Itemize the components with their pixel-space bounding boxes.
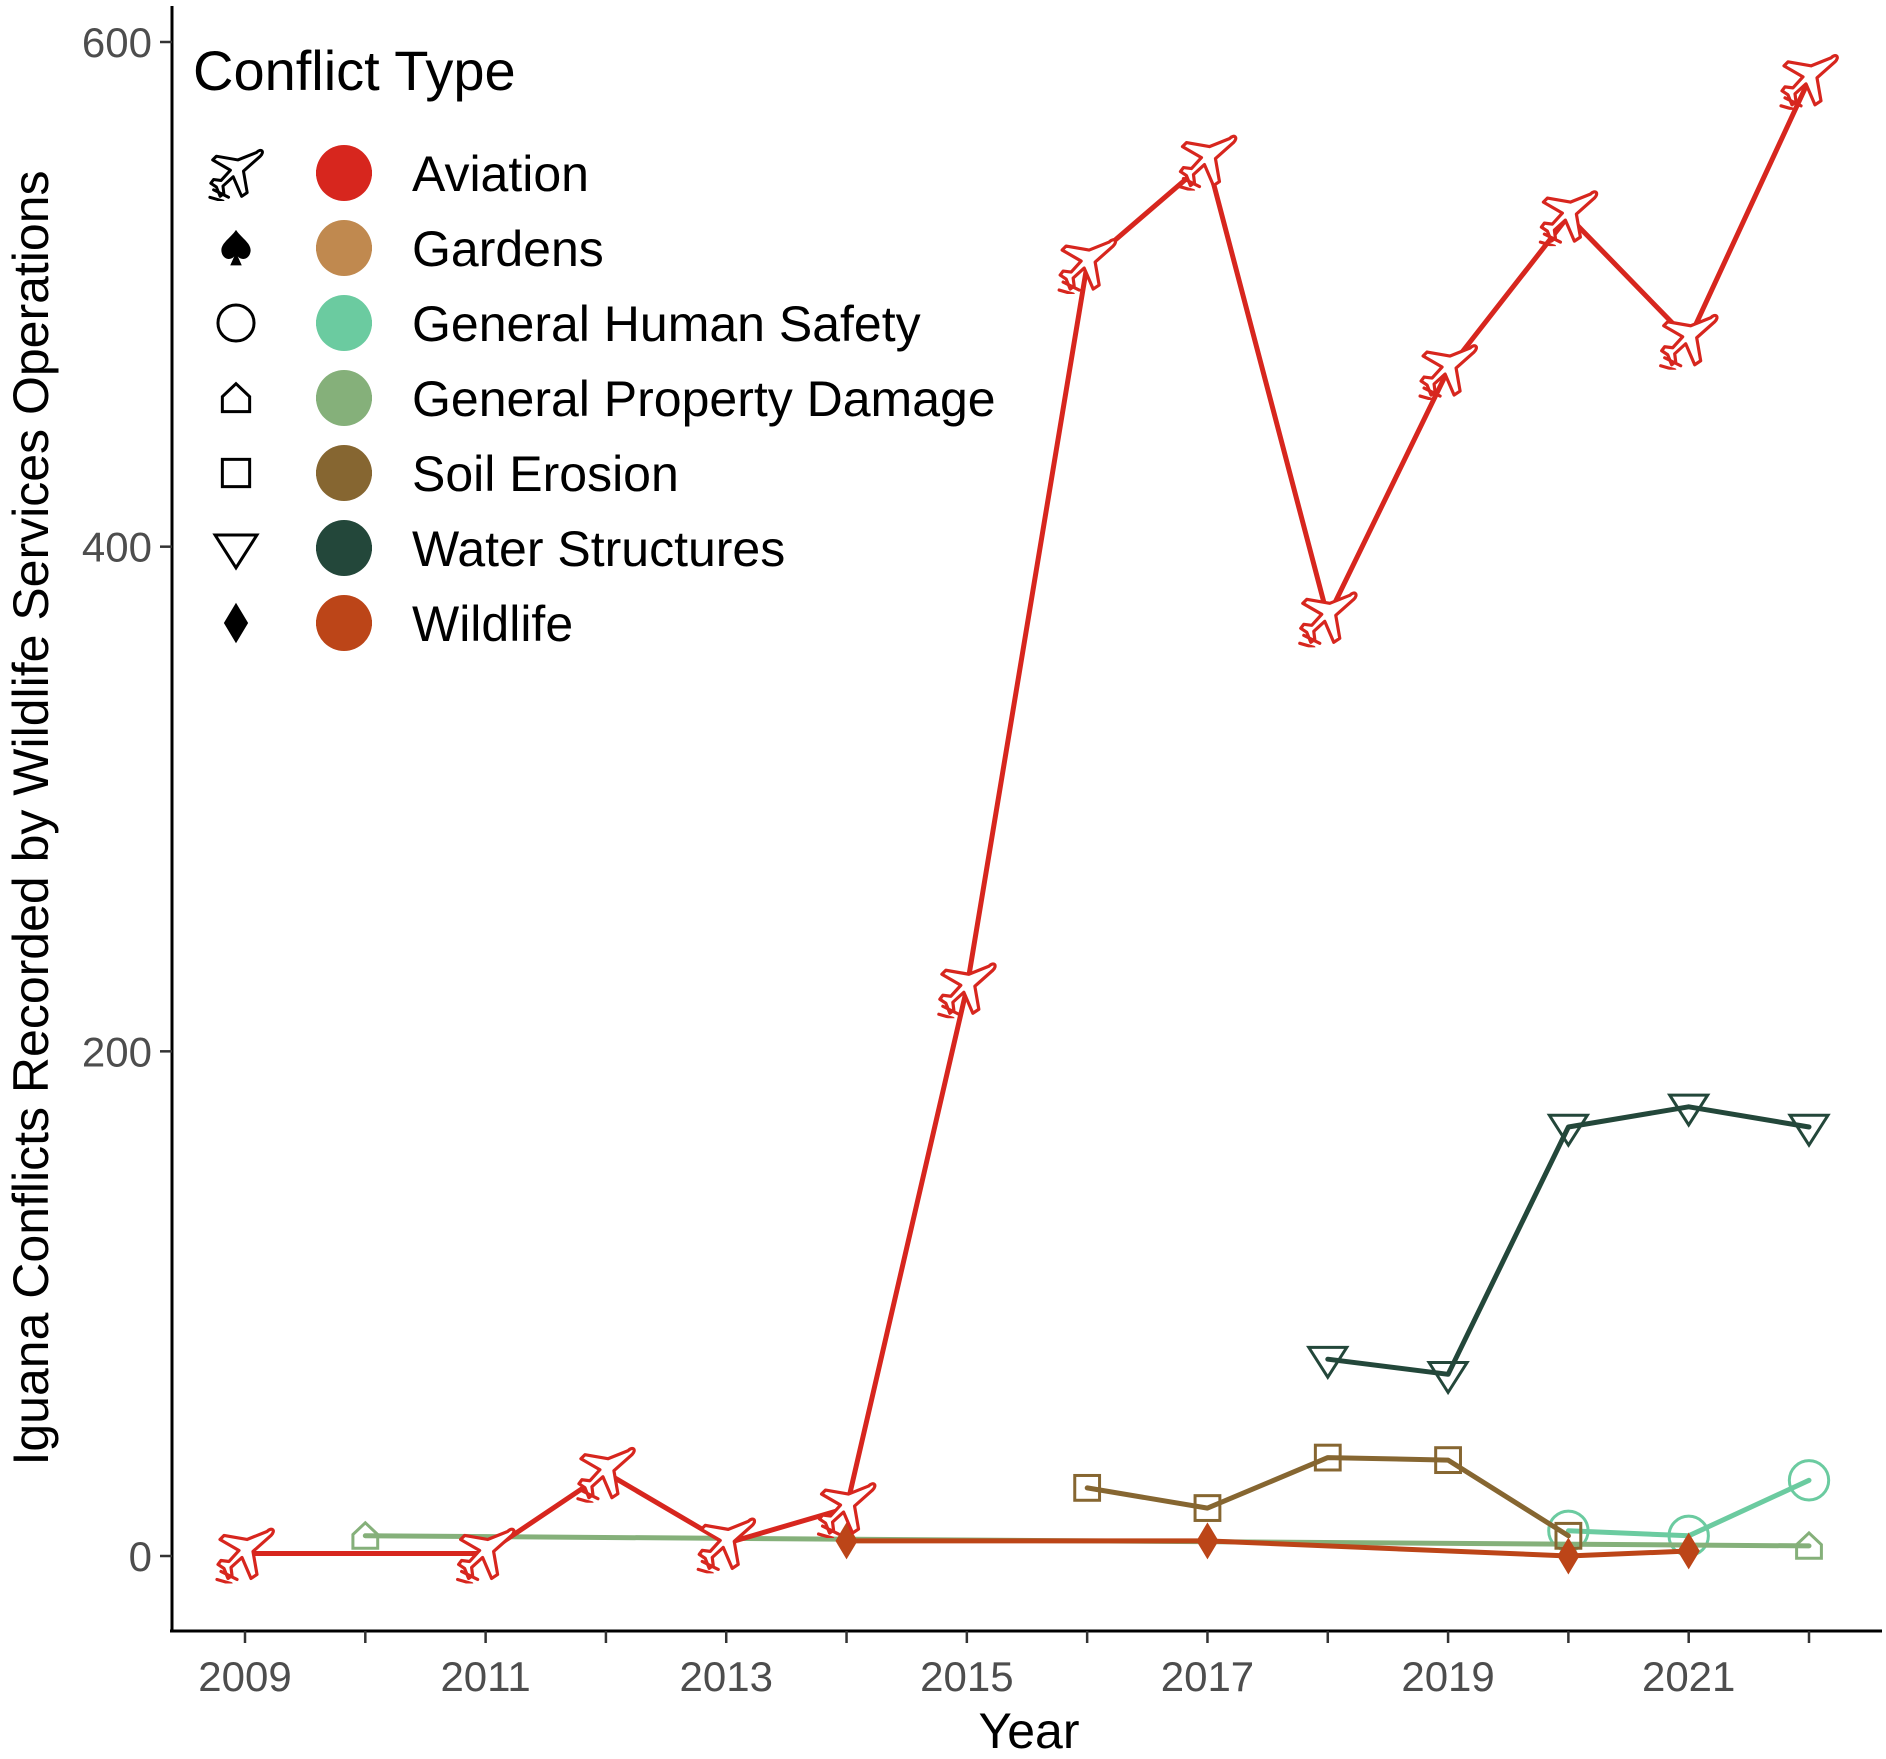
y-tick-label: 0 bbox=[129, 1533, 152, 1580]
legend-label: General Human Safety bbox=[412, 296, 921, 352]
legend-shape-spade-icon bbox=[221, 229, 251, 266]
data-point-water-structures bbox=[1306, 1345, 1350, 1381]
y-tick-label: 400 bbox=[82, 524, 152, 571]
series-aviation bbox=[215, 53, 1839, 1584]
legend-shape-pentagon-icon bbox=[220, 381, 252, 414]
data-point-general-property-damage bbox=[1795, 1530, 1823, 1560]
data-point-water-structures bbox=[1666, 1093, 1711, 1128]
data-point-wildlife bbox=[1557, 1537, 1580, 1575]
series-water-structures bbox=[1306, 1093, 1831, 1396]
series-line-wildlife bbox=[844, 1538, 1692, 1559]
legend-label: Gardens bbox=[412, 221, 604, 277]
legend-shape-diamond-icon bbox=[223, 602, 249, 644]
legend-title: Conflict Type bbox=[193, 39, 516, 102]
x-tick-label: 2011 bbox=[440, 1653, 530, 1700]
legend-swatch bbox=[316, 295, 372, 351]
legend-label: Aviation bbox=[412, 146, 589, 202]
y-ticks: 0 200 400 600 bbox=[82, 19, 172, 1580]
data-point-aviation bbox=[1418, 344, 1478, 401]
data-point-soil-erosion bbox=[1073, 1473, 1102, 1502]
legend-item: Gardens bbox=[221, 220, 604, 277]
data-point-aviation bbox=[576, 1446, 636, 1503]
data-point-aviation bbox=[1177, 134, 1238, 191]
data-point-wildlife bbox=[1677, 1532, 1700, 1570]
legend-swatch bbox=[316, 445, 372, 501]
y-tick-label: 200 bbox=[82, 1028, 152, 1075]
legend-shape-triangle-down-icon bbox=[212, 533, 260, 571]
series-soil-erosion bbox=[1073, 1443, 1583, 1550]
data-point-aviation bbox=[1779, 53, 1839, 110]
x-tick-label: 2019 bbox=[1401, 1653, 1494, 1700]
legend-item: General Property Damage bbox=[220, 370, 996, 427]
legend-shape-airplane-icon bbox=[208, 148, 264, 201]
x-tick-label: 2009 bbox=[198, 1653, 291, 1700]
data-point-aviation bbox=[1659, 313, 1719, 370]
legend-swatch bbox=[316, 145, 372, 201]
x-tick-label: 2013 bbox=[680, 1653, 773, 1700]
legend-item: Soil Erosion bbox=[220, 445, 679, 502]
legend-shape-circle-icon bbox=[216, 303, 256, 343]
data-point-general-human-safety bbox=[1787, 1459, 1831, 1502]
x-tick-label: 2015 bbox=[920, 1653, 1013, 1700]
data-point-aviation bbox=[1298, 591, 1358, 648]
x-tick-label: 2017 bbox=[1161, 1653, 1254, 1700]
data-point-soil-erosion bbox=[1193, 1494, 1222, 1522]
legend-label: Wildlife bbox=[412, 596, 573, 652]
legend-item: General Human Safety bbox=[216, 295, 921, 352]
axes: 2009 2011 2013 2015 2017 2019 2021 0 200 400 600 bbox=[82, 6, 1882, 1700]
data-point-soil-erosion bbox=[1313, 1443, 1342, 1472]
data-point-water-structures bbox=[1426, 1361, 1470, 1396]
legend-item: Water Structures bbox=[212, 520, 785, 577]
legend-item: Aviation bbox=[208, 145, 589, 202]
data-point-wildlife bbox=[1196, 1522, 1219, 1560]
legend-swatch bbox=[316, 520, 372, 576]
x-tick-label: 2021 bbox=[1642, 1653, 1735, 1700]
series-line-general-human-safety bbox=[1565, 1477, 1812, 1539]
legend-swatch bbox=[316, 595, 372, 651]
y-axis-title: Iguana Conflicts Recorded by Wildlife Se… bbox=[3, 170, 59, 1465]
data-point-aviation bbox=[1057, 238, 1118, 295]
legend-label: Water Structures bbox=[412, 521, 785, 577]
legend-shape-square-icon bbox=[220, 457, 252, 489]
data-point-aviation bbox=[215, 1527, 275, 1584]
legend: Conflict Type Aviation Gardens General Hum… bbox=[193, 39, 996, 652]
legend-swatch bbox=[316, 220, 372, 276]
data-point-soil-erosion bbox=[1434, 1446, 1462, 1475]
data-point-water-structures bbox=[1787, 1113, 1831, 1148]
x-ticks: 2009 2011 2013 2015 2017 2019 2021 bbox=[198, 1631, 1811, 1700]
data-point-water-structures bbox=[1546, 1113, 1591, 1148]
series-line-water-structures bbox=[1325, 1104, 1812, 1377]
legend-label: General Property Damage bbox=[412, 371, 996, 427]
y-tick-label: 600 bbox=[82, 19, 152, 66]
legend-item: Wildlife bbox=[223, 595, 573, 652]
legend-swatch bbox=[316, 370, 372, 426]
data-point-aviation bbox=[696, 1517, 757, 1574]
data-point-general-property-damage bbox=[351, 1520, 380, 1550]
x-axis-title: Year bbox=[978, 1703, 1079, 1759]
plot-series bbox=[215, 53, 1839, 1584]
series-line-soil-erosion bbox=[1084, 1455, 1571, 1539]
legend-label: Soil Erosion bbox=[412, 446, 679, 502]
